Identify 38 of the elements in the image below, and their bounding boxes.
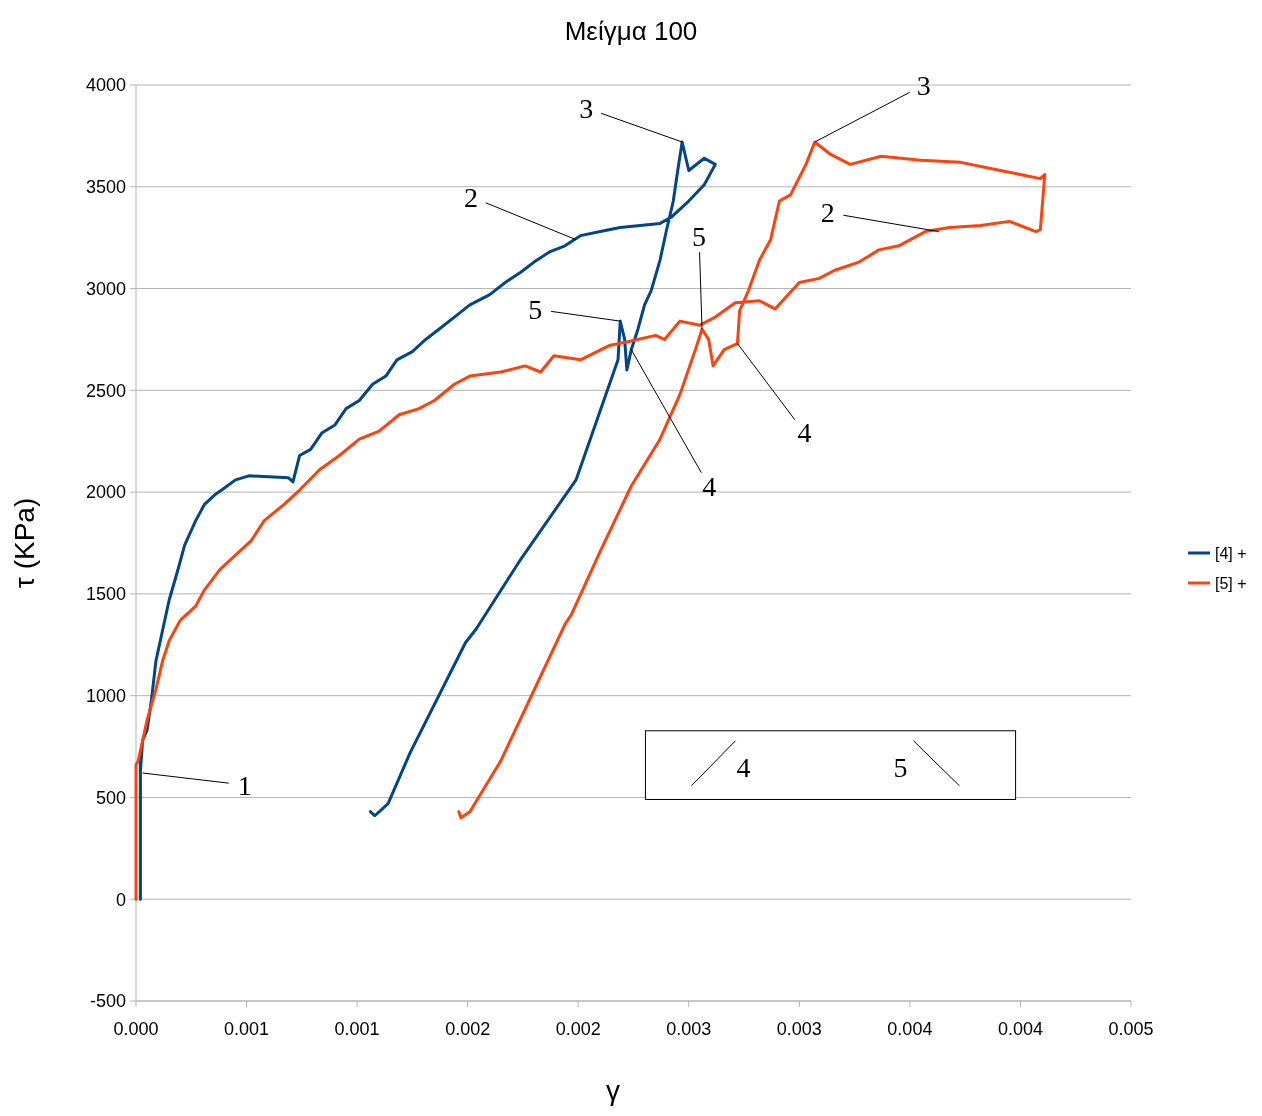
x-tick-label: 0.003 bbox=[776, 1019, 822, 1039]
x-tick-label: 0.001 bbox=[334, 1019, 380, 1039]
chart-title: Μείγμα 100 bbox=[564, 16, 698, 46]
y-tick-label: 500 bbox=[95, 787, 126, 808]
annotation: 4 bbox=[702, 471, 717, 503]
line-series bbox=[134, 140, 1047, 901]
x-axis-title: γ bbox=[606, 1075, 620, 1106]
line-series bbox=[138, 140, 717, 901]
annotation: 2 bbox=[820, 197, 835, 229]
annotation: 4 bbox=[797, 417, 812, 449]
x-tick-label: 0.003 bbox=[666, 1019, 712, 1039]
y-axis-title: τ (KPa) bbox=[9, 497, 40, 589]
legend-label: [5] + bbox=[1215, 574, 1247, 592]
annotation: 3 bbox=[579, 92, 594, 124]
annotation: 1 bbox=[237, 769, 252, 801]
y-tick-label: 4000 bbox=[85, 75, 126, 96]
y-tick-label: 2500 bbox=[85, 380, 126, 401]
y-tick-label: 1500 bbox=[85, 584, 126, 605]
annotation: 2 bbox=[464, 181, 479, 213]
y-tick-label: 3500 bbox=[85, 177, 126, 198]
x-tick-label: 0.002 bbox=[555, 1019, 601, 1039]
annotation: 5 bbox=[692, 221, 707, 253]
x-tick-label: 0.004 bbox=[997, 1019, 1043, 1039]
annotation: 3 bbox=[916, 69, 931, 101]
annotation: 5 bbox=[528, 293, 543, 325]
annotation: 4 bbox=[736, 751, 751, 783]
x-tick-label: 0.001 bbox=[224, 1019, 270, 1039]
x-tick-label: 0.000 bbox=[113, 1019, 159, 1039]
x-tick-label: 0.004 bbox=[887, 1019, 933, 1039]
y-tick-label: 2000 bbox=[85, 482, 126, 503]
y-tick-label: 1000 bbox=[85, 685, 126, 706]
y-tick-label: -500 bbox=[89, 991, 126, 1012]
legend-label: [4] + bbox=[1215, 544, 1247, 562]
x-tick-label: 0.005 bbox=[1108, 1019, 1154, 1039]
y-tick-label: 3000 bbox=[85, 278, 126, 299]
x-tick-label: 0.002 bbox=[445, 1019, 491, 1039]
y-tick-label: 0 bbox=[115, 889, 126, 910]
annotation: 5 bbox=[893, 751, 908, 783]
